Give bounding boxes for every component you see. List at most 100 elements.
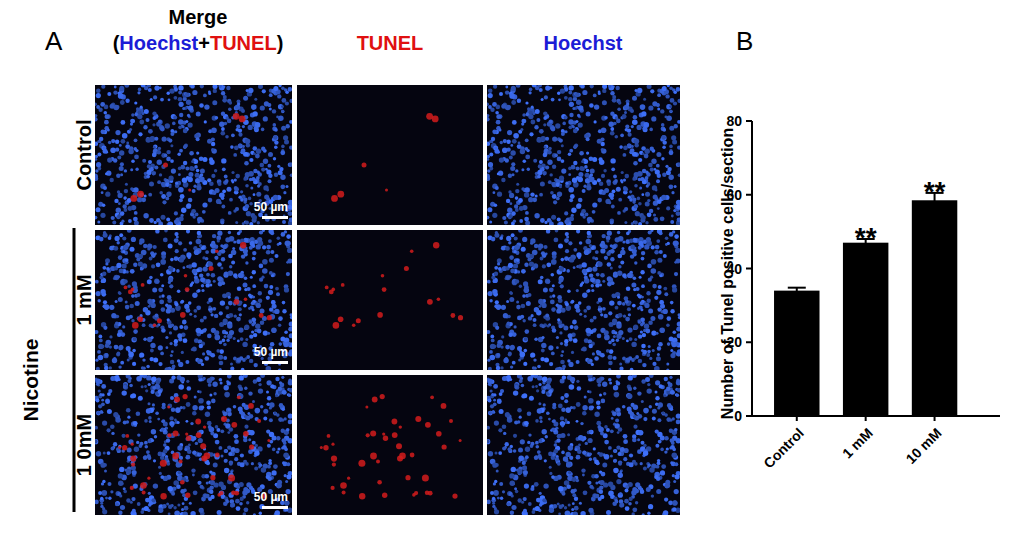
nucleus xyxy=(530,352,535,357)
nucleus xyxy=(127,285,130,288)
nucleus xyxy=(122,236,126,240)
nucleus xyxy=(188,172,193,177)
nucleus xyxy=(143,307,148,312)
nucleus xyxy=(576,204,581,209)
nucleus xyxy=(101,191,104,194)
nucleus xyxy=(169,331,172,334)
nucleus xyxy=(667,167,671,171)
nucleus xyxy=(487,158,489,161)
nucleus xyxy=(151,264,155,268)
row-label: Control xyxy=(73,119,95,190)
nucleus xyxy=(578,172,583,177)
nucleus xyxy=(259,278,263,282)
nucleus xyxy=(568,97,573,102)
nucleus xyxy=(183,129,188,134)
nucleus xyxy=(211,174,215,178)
nucleus xyxy=(529,91,532,94)
nucleus xyxy=(130,247,135,252)
nucleus xyxy=(504,220,508,224)
nucleus xyxy=(166,346,169,349)
scale-bar-label: 50 µm xyxy=(254,200,288,214)
nucleus xyxy=(669,110,672,113)
nucleus xyxy=(657,207,660,210)
nucleus xyxy=(219,311,223,315)
nucleus xyxy=(205,356,210,361)
nucleus xyxy=(533,159,537,163)
nucleus xyxy=(251,301,255,305)
nucleus xyxy=(254,363,258,367)
nucleus xyxy=(550,173,553,176)
nucleus xyxy=(612,98,617,103)
nucleus xyxy=(177,333,182,338)
nucleus xyxy=(212,234,216,238)
nucleus xyxy=(641,215,646,220)
nucleus xyxy=(129,128,132,131)
nucleus xyxy=(487,117,490,122)
nucleus xyxy=(644,122,650,128)
nucleus xyxy=(656,152,661,157)
nucleus xyxy=(265,168,268,171)
nucleus xyxy=(169,185,172,188)
nucleus xyxy=(95,155,98,158)
nucleus xyxy=(611,205,615,209)
nucleus xyxy=(121,220,124,223)
nucleus xyxy=(662,146,666,150)
nucleus xyxy=(273,157,276,160)
nucleus xyxy=(608,361,613,366)
nucleus xyxy=(671,215,674,218)
nucleus xyxy=(168,98,171,101)
nucleus xyxy=(211,127,217,133)
nucleus xyxy=(221,112,225,116)
nucleus xyxy=(496,120,501,125)
nucleus xyxy=(289,217,292,222)
nucleus xyxy=(604,116,608,120)
nucleus xyxy=(140,106,143,109)
nucleus xyxy=(142,159,146,163)
nucleus xyxy=(487,216,489,220)
nucleus xyxy=(125,99,129,103)
nucleus xyxy=(161,194,166,199)
nucleus xyxy=(164,154,168,158)
nucleus xyxy=(122,133,128,139)
nucleus xyxy=(162,200,166,204)
nucleus xyxy=(213,280,216,283)
nucleus xyxy=(130,269,135,274)
nucleus xyxy=(555,123,560,128)
nucleus xyxy=(599,160,604,165)
nucleus xyxy=(544,95,548,99)
nucleus xyxy=(260,105,265,110)
nucleus xyxy=(222,167,226,171)
nucleus xyxy=(216,199,221,204)
nucleus xyxy=(568,152,572,156)
nucleus xyxy=(160,259,166,265)
nucleus xyxy=(252,257,256,261)
nucleus xyxy=(244,198,248,202)
nucleus xyxy=(152,153,156,157)
tunel-signal xyxy=(188,188,191,191)
nucleus xyxy=(152,172,155,175)
micrograph xyxy=(487,230,680,370)
nucleus xyxy=(651,159,656,164)
nucleus xyxy=(529,132,533,136)
nucleus xyxy=(191,160,194,163)
nucleus xyxy=(96,291,101,296)
nucleus xyxy=(107,158,112,163)
nucleus xyxy=(249,334,253,338)
nucleus xyxy=(649,128,653,132)
nucleus xyxy=(170,308,175,313)
nucleus xyxy=(251,330,254,333)
nucleus xyxy=(552,137,557,142)
nucleus xyxy=(493,85,497,89)
nucleus xyxy=(184,144,188,148)
nucleus xyxy=(569,216,574,221)
nucleus xyxy=(628,133,632,137)
nucleus xyxy=(218,355,223,360)
nucleus xyxy=(153,358,158,363)
nucleus xyxy=(624,221,627,224)
nucleus xyxy=(220,267,223,270)
nucleus xyxy=(118,291,121,294)
nucleus xyxy=(221,91,225,95)
nucleus xyxy=(170,342,173,345)
nucleus xyxy=(158,120,162,124)
nucleus xyxy=(178,362,183,367)
